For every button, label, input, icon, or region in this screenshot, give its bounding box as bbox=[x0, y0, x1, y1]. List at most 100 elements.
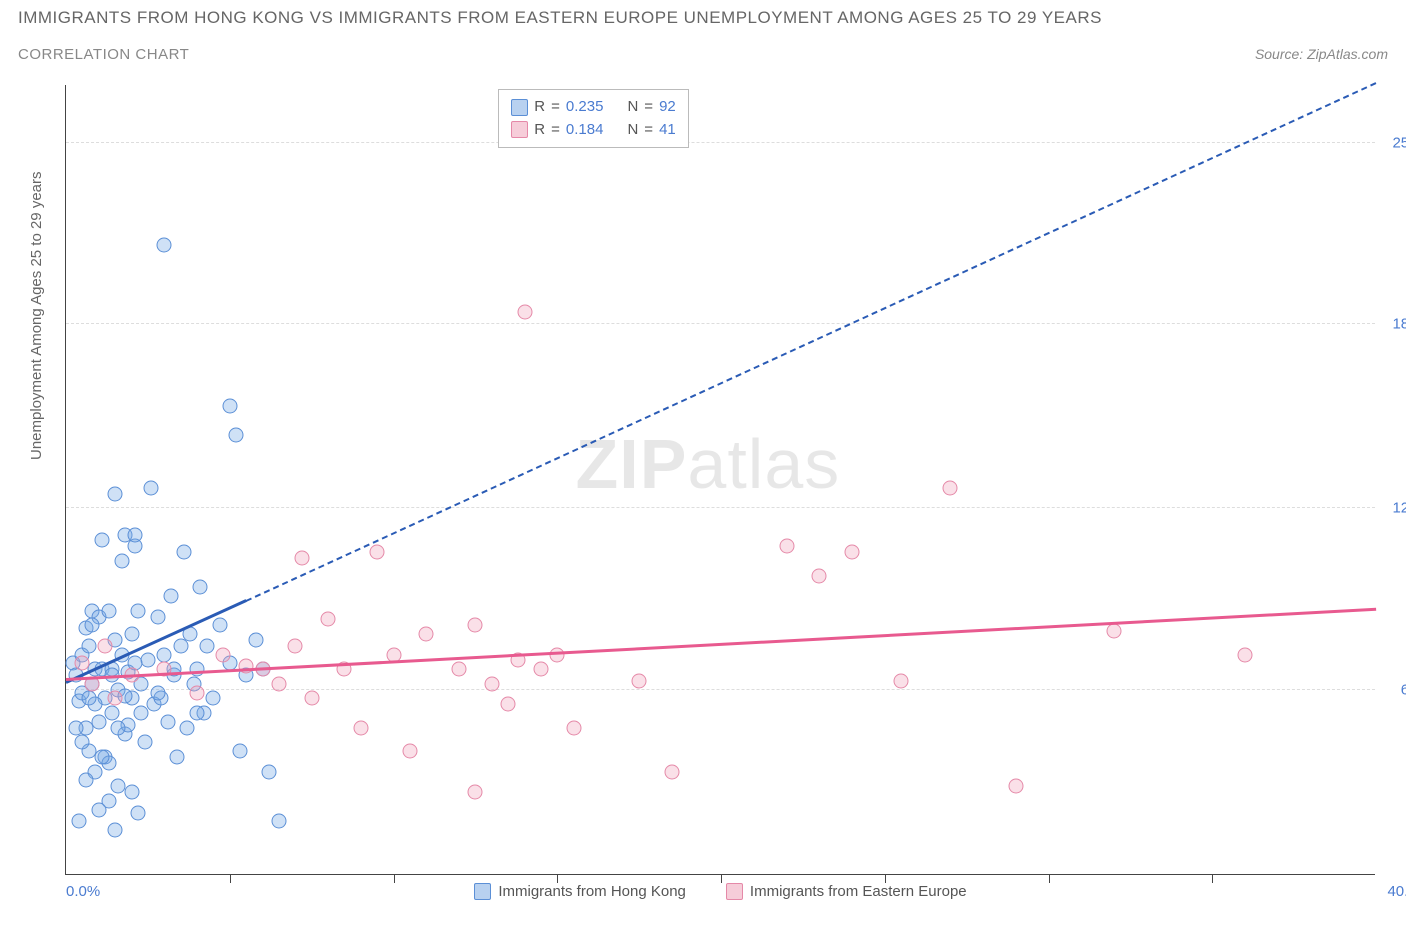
data-point-hk bbox=[262, 764, 277, 779]
y-axis-title: Unemployment Among Ages 25 to 29 years bbox=[28, 171, 45, 460]
data-point-hk bbox=[190, 662, 205, 677]
data-point-hk bbox=[157, 237, 172, 252]
data-point-ee bbox=[98, 638, 113, 653]
data-point-hk bbox=[190, 706, 205, 721]
data-point-hk bbox=[95, 533, 110, 548]
gridline bbox=[66, 323, 1375, 324]
data-point-ee bbox=[1008, 779, 1023, 794]
data-point-hk bbox=[229, 428, 244, 443]
data-point-hk bbox=[95, 749, 110, 764]
data-point-ee bbox=[566, 720, 581, 735]
data-point-hk bbox=[91, 714, 106, 729]
y-tick-label: 25.0% bbox=[1380, 134, 1406, 151]
data-point-hk bbox=[104, 706, 119, 721]
data-point-hk bbox=[81, 691, 96, 706]
series-legend: Immigrants from Hong Kong Immigrants from… bbox=[66, 883, 1375, 900]
data-point-hk bbox=[127, 527, 142, 542]
y-tick-label: 6.3% bbox=[1380, 681, 1406, 698]
data-point-hk bbox=[75, 735, 90, 750]
data-point-hk bbox=[140, 653, 155, 668]
data-point-hk bbox=[108, 823, 123, 838]
data-point-ee bbox=[304, 691, 319, 706]
data-point-ee bbox=[452, 662, 467, 677]
data-point-hk bbox=[144, 480, 159, 495]
data-point-hk bbox=[78, 773, 93, 788]
x-tick bbox=[885, 874, 886, 883]
data-point-hk bbox=[134, 706, 149, 721]
data-point-hk bbox=[199, 638, 214, 653]
data-point-hk bbox=[131, 603, 146, 618]
data-point-ee bbox=[294, 551, 309, 566]
legend-item-ee: Immigrants from Eastern Europe bbox=[726, 883, 967, 900]
data-point-hk bbox=[150, 685, 165, 700]
data-point-hk bbox=[170, 749, 185, 764]
x-tick bbox=[230, 874, 231, 883]
y-tick-label: 12.5% bbox=[1380, 500, 1406, 517]
y-tick-label: 18.8% bbox=[1380, 315, 1406, 332]
data-point-hk bbox=[271, 814, 286, 829]
data-point-hk bbox=[212, 618, 227, 633]
data-point-ee bbox=[216, 647, 231, 662]
legend-item-hk: Immigrants from Hong Kong bbox=[474, 883, 686, 900]
chart-title: IMMIGRANTS FROM HONG KONG VS IMMIGRANTS … bbox=[18, 8, 1388, 28]
x-tick bbox=[1049, 874, 1050, 883]
gridline bbox=[66, 689, 1375, 690]
data-point-hk bbox=[68, 720, 83, 735]
data-point-hk bbox=[101, 603, 116, 618]
data-point-hk bbox=[193, 580, 208, 595]
data-point-ee bbox=[108, 691, 123, 706]
data-point-hk bbox=[81, 638, 96, 653]
data-point-ee bbox=[288, 638, 303, 653]
data-point-ee bbox=[501, 697, 516, 712]
x-tick bbox=[394, 874, 395, 883]
data-point-ee bbox=[812, 568, 827, 583]
data-point-ee bbox=[517, 305, 532, 320]
data-point-ee bbox=[1107, 624, 1122, 639]
watermark: ZIPatlas bbox=[576, 424, 841, 504]
data-point-hk bbox=[180, 720, 195, 735]
data-point-ee bbox=[533, 662, 548, 677]
source-attribution: Source: ZipAtlas.com bbox=[1255, 46, 1388, 62]
data-point-hk bbox=[137, 735, 152, 750]
data-point-hk bbox=[124, 627, 139, 642]
data-point-ee bbox=[943, 480, 958, 495]
data-point-ee bbox=[779, 539, 794, 554]
data-point-hk bbox=[85, 618, 100, 633]
data-point-hk bbox=[232, 744, 247, 759]
data-point-ee bbox=[484, 676, 499, 691]
data-point-ee bbox=[664, 764, 679, 779]
data-point-hk bbox=[91, 802, 106, 817]
data-point-ee bbox=[845, 545, 860, 560]
data-point-ee bbox=[419, 627, 434, 642]
data-point-ee bbox=[894, 673, 909, 688]
data-point-hk bbox=[163, 589, 178, 604]
gridline bbox=[66, 507, 1375, 508]
data-point-ee bbox=[402, 744, 417, 759]
data-point-hk bbox=[248, 632, 263, 647]
data-point-ee bbox=[321, 612, 336, 627]
data-point-ee bbox=[75, 656, 90, 671]
data-point-ee bbox=[1238, 647, 1253, 662]
chart-subtitle: CORRELATION CHART bbox=[18, 46, 189, 63]
correlation-legend: R=0.235N=92R=0.184N=41 bbox=[498, 89, 688, 148]
data-point-ee bbox=[353, 720, 368, 735]
data-point-hk bbox=[160, 714, 175, 729]
data-point-ee bbox=[632, 673, 647, 688]
data-point-hk bbox=[206, 691, 221, 706]
trend-line bbox=[66, 608, 1376, 681]
gridline bbox=[66, 142, 1375, 143]
data-point-ee bbox=[370, 545, 385, 560]
data-point-hk bbox=[111, 720, 126, 735]
trend-line-extrapolated bbox=[246, 82, 1377, 602]
data-point-hk bbox=[150, 609, 165, 624]
data-point-hk bbox=[222, 398, 237, 413]
data-point-hk bbox=[124, 785, 139, 800]
data-point-hk bbox=[108, 486, 123, 501]
data-point-hk bbox=[114, 553, 129, 568]
data-point-hk bbox=[72, 814, 87, 829]
data-point-hk bbox=[131, 805, 146, 820]
x-axis-max-label: 40.0% bbox=[1380, 883, 1406, 900]
correlation-row-hk: R=0.235N=92 bbox=[511, 96, 675, 119]
scatter-plot-area: 0.0% 40.0% Immigrants from Hong KongImmi… bbox=[65, 85, 1375, 875]
data-point-hk bbox=[157, 647, 172, 662]
